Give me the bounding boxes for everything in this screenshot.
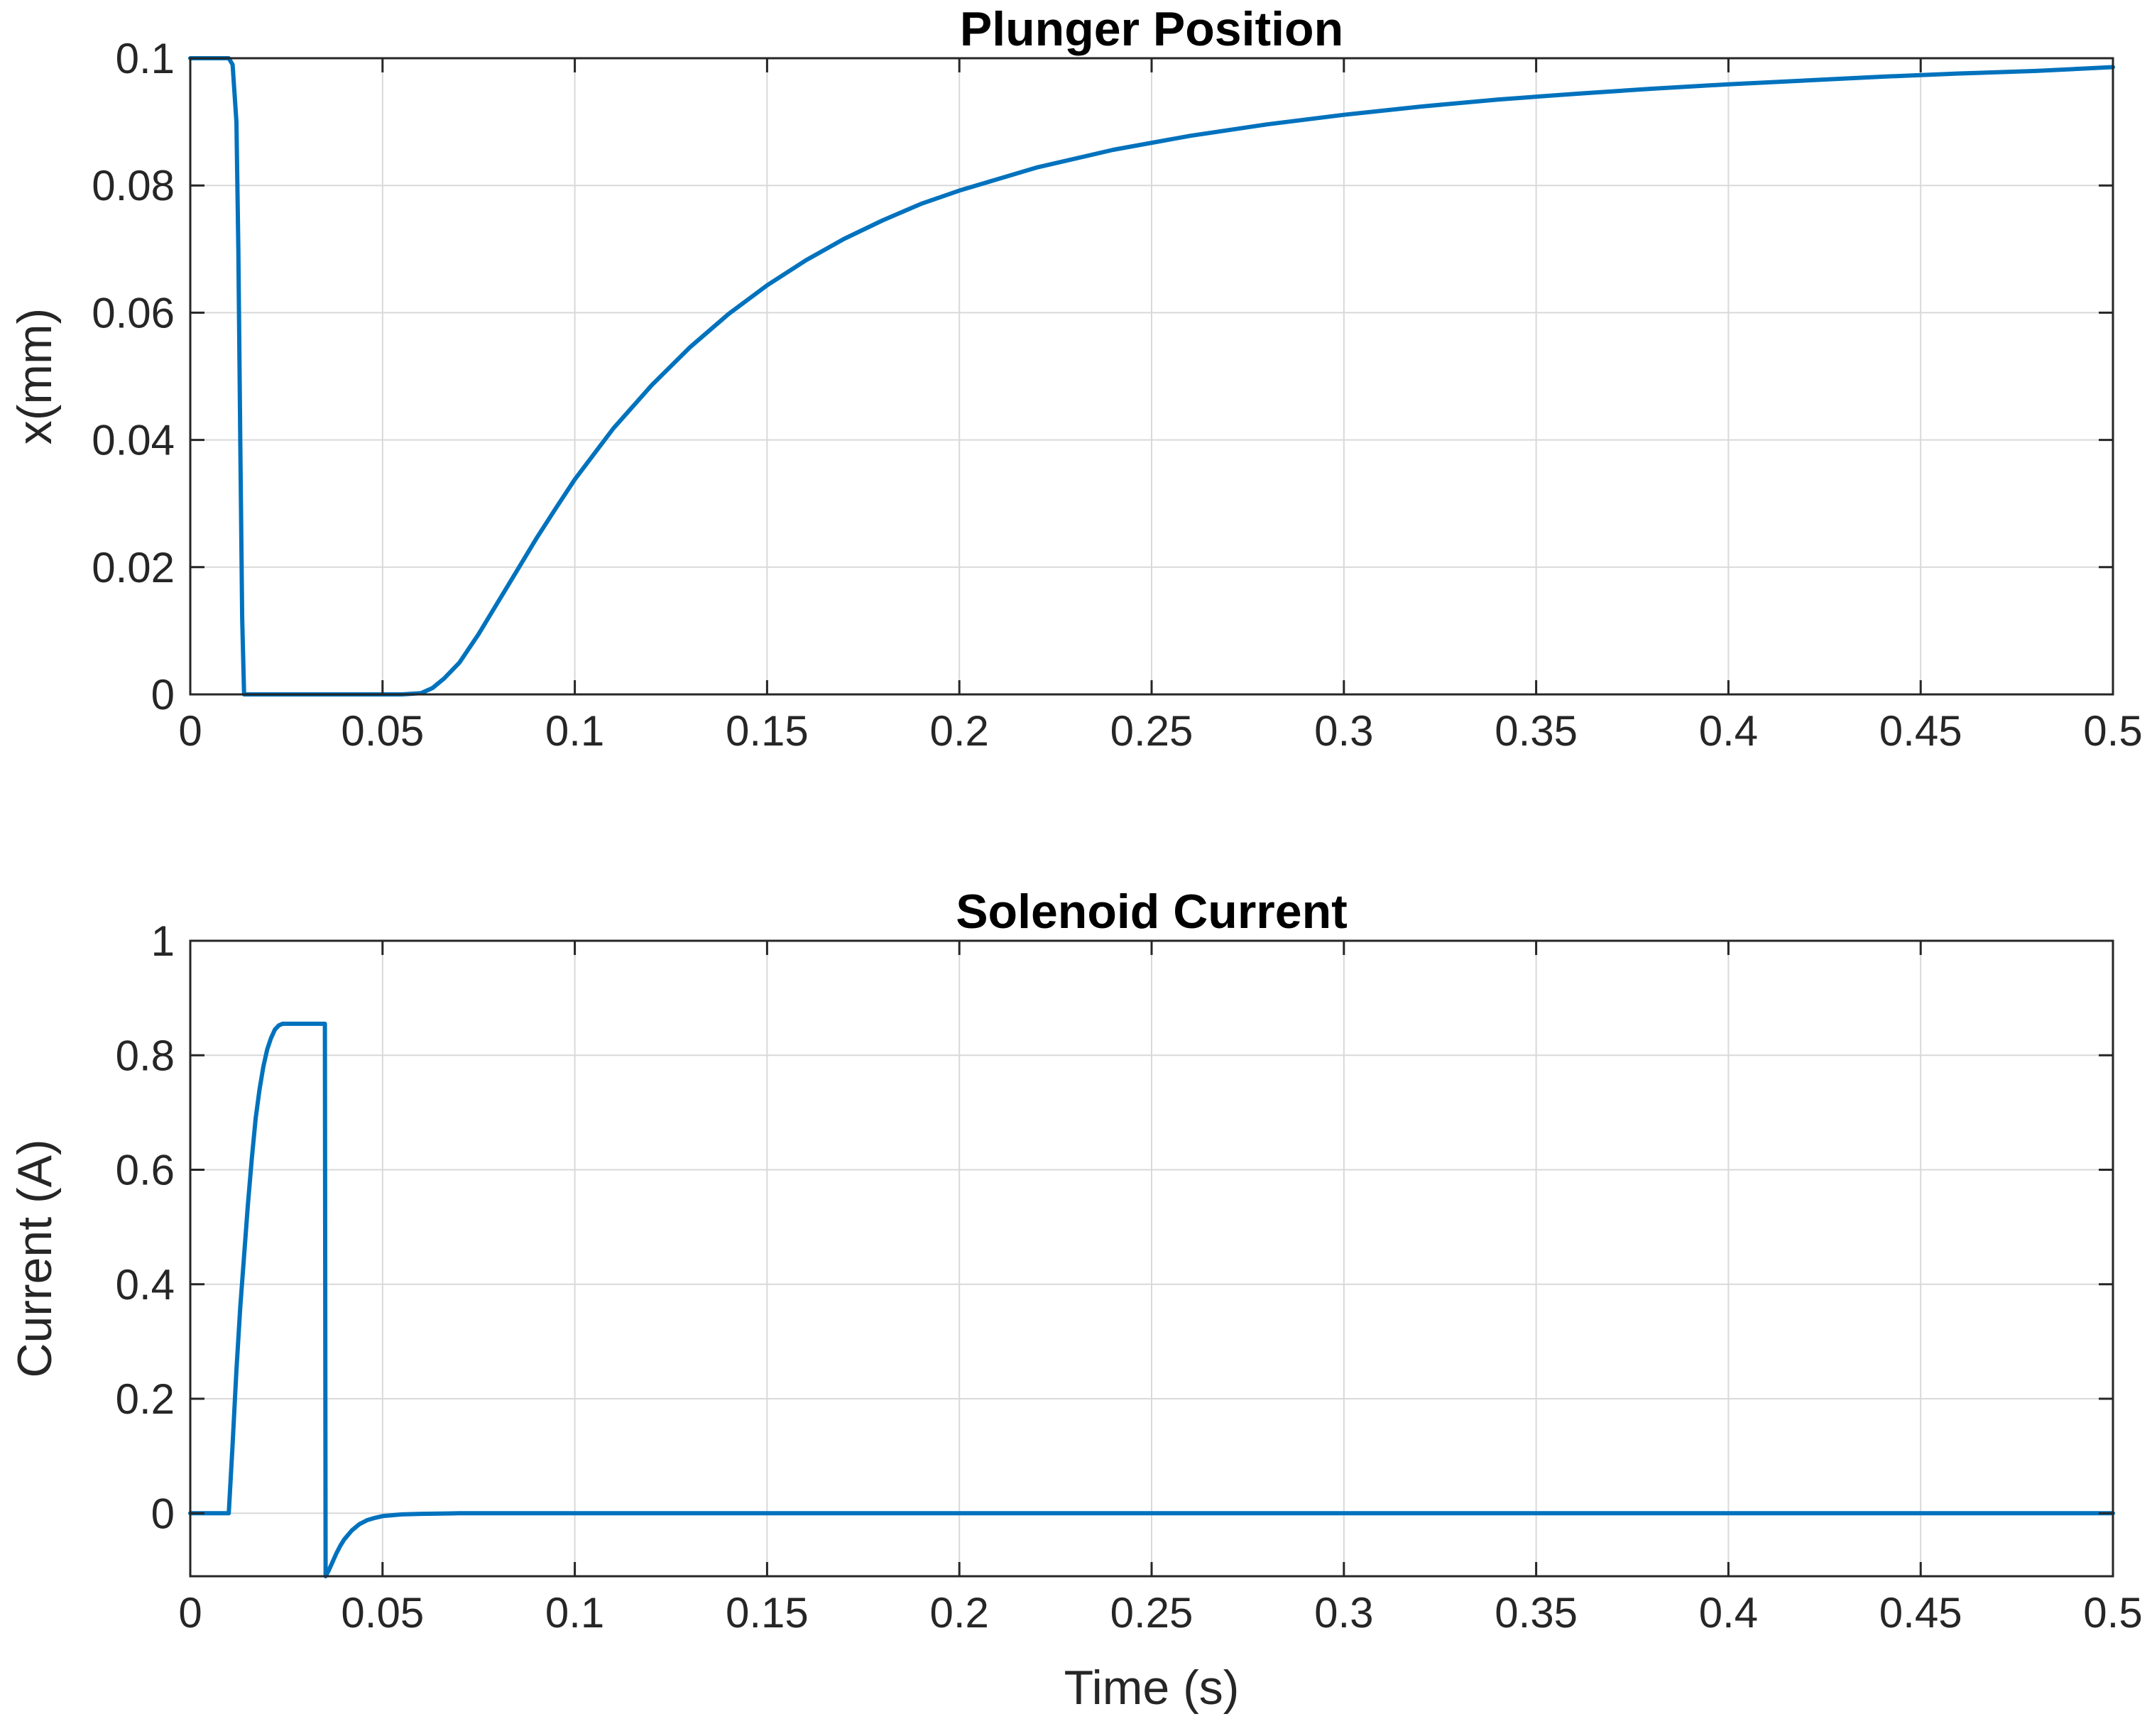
current-xtick-label-0: 0 [178,1589,202,1637]
current-xtick-label-7: 0.35 [1495,1589,1578,1637]
current-ytick-label-3: 0.6 [116,1147,175,1194]
current-xtick-label-3: 0.15 [726,1589,809,1637]
plunger-ytick-label-0: 0 [151,671,175,719]
current-chart-title: Solenoid Current [956,885,1348,939]
current-xtick-label-6: 0.3 [1314,1589,1373,1637]
current-x-axis-label: Time (s) [1064,1661,1240,1715]
plunger-y-axis-label: x(mm) [8,308,62,445]
plunger-xtick-label-9: 0.45 [1879,707,1962,755]
plunger-ytick-label-4: 0.08 [92,162,175,209]
current-xtick-label-4: 0.2 [929,1589,988,1637]
plunger-xtick-label-2: 0.1 [545,707,604,755]
current-ytick-label-2: 0.4 [116,1261,175,1309]
plunger-ytick-label-2: 0.04 [92,417,175,464]
solenoid-current-panel: 0 0.05 0.1 0.15 0.2 0.25 0.3 0.35 0.4 0.45 0.5 0 0.2… [8,885,2143,1715]
current-xtick-label-8: 0.4 [1699,1589,1758,1637]
plunger-xtick-label-10: 0.5 [2083,707,2142,755]
current-xtick-label-9: 0.45 [1879,1589,1962,1637]
plunger-xtick-label-1: 0.05 [341,707,424,755]
plunger-xtick-label-3: 0.15 [726,707,809,755]
plunger-ytick-label-3: 0.06 [92,289,175,337]
plunger-xtick-label-5: 0.25 [1110,707,1194,755]
current-series-line-0 [188,1021,2115,1578]
current-xtick-label-10: 0.5 [2083,1589,2142,1637]
current-ytick-label-4: 0.8 [116,1032,175,1079]
current-ytick-label-1: 0.2 [116,1375,175,1423]
current-ytick-label-5: 1 [151,917,175,965]
current-ytick-label-0: 0 [151,1490,175,1537]
plunger-ytick-label-1: 0.02 [92,544,175,591]
plunger-ytick-label-5: 0.1 [116,35,175,82]
current-xtick-label-5: 0.25 [1110,1589,1194,1637]
plunger-xtick-label-0: 0 [178,707,202,755]
plunger-chart-title: Plunger Position [960,2,1343,56]
plunger-position-panel: 0 0.05 0.1 0.15 0.2 0.25 0.3 0.35 0.4 0.45 0.5 0 0.0… [8,2,2143,755]
plunger-xtick-label-4: 0.2 [929,707,988,755]
current-y-axis-label: Current (A) [8,1139,62,1377]
plunger-xtick-label-7: 0.35 [1495,707,1578,755]
plunger-xtick-label-6: 0.3 [1314,707,1373,755]
current-xtick-label-2: 0.1 [545,1589,604,1637]
current-xtick-label-1: 0.05 [341,1589,424,1637]
plunger-xtick-label-8: 0.4 [1699,707,1758,755]
